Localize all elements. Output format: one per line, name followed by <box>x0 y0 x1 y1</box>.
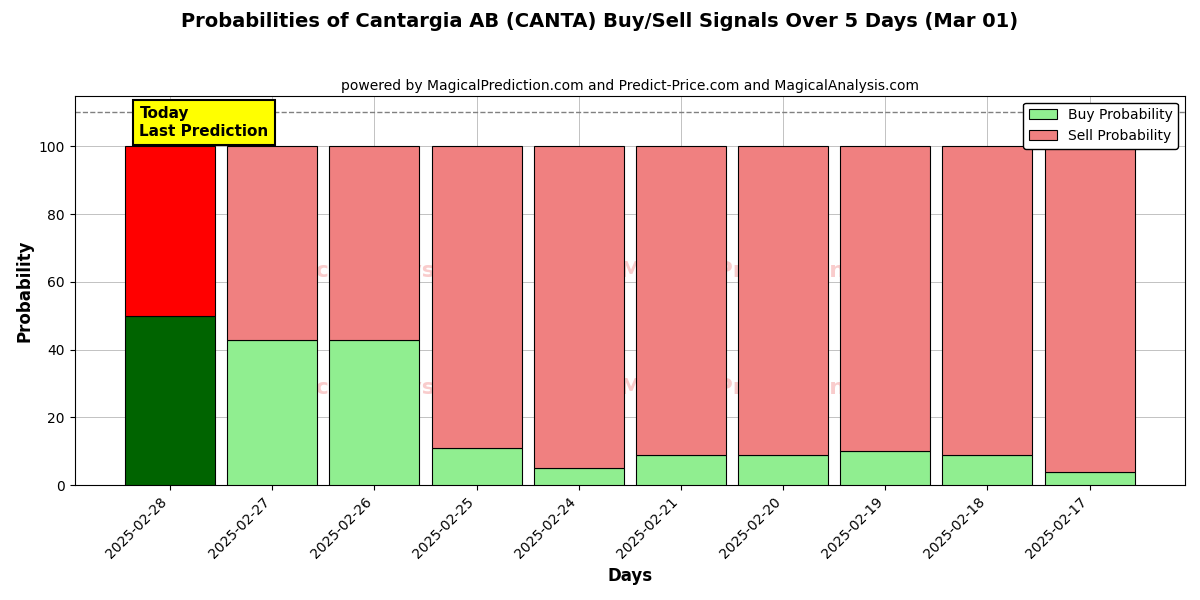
Bar <box>534 146 624 469</box>
Bar <box>942 455 1032 485</box>
Text: MagicalPrediction.com: MagicalPrediction.com <box>620 378 906 398</box>
Bar <box>227 340 317 485</box>
Bar <box>125 146 215 316</box>
Bar <box>227 146 317 340</box>
Text: MagicalAnalysis.com: MagicalAnalysis.com <box>254 378 516 398</box>
Bar <box>1045 472 1134 485</box>
Bar <box>330 340 419 485</box>
Bar <box>636 146 726 455</box>
Bar <box>636 455 726 485</box>
Bar <box>125 316 215 485</box>
Title: powered by MagicalPrediction.com and Predict-Price.com and MagicalAnalysis.com: powered by MagicalPrediction.com and Pre… <box>341 79 919 93</box>
Bar <box>1045 146 1134 472</box>
Text: Today
Last Prediction: Today Last Prediction <box>139 106 269 139</box>
Text: MagicalPrediction.com: MagicalPrediction.com <box>620 261 906 281</box>
Text: Probabilities of Cantargia AB (CANTA) Buy/Sell Signals Over 5 Days (Mar 01): Probabilities of Cantargia AB (CANTA) Bu… <box>181 12 1019 31</box>
Y-axis label: Probability: Probability <box>16 239 34 341</box>
X-axis label: Days: Days <box>607 567 653 585</box>
Legend: Buy Probability, Sell Probability: Buy Probability, Sell Probability <box>1024 103 1178 149</box>
Bar <box>840 451 930 485</box>
Bar <box>432 146 522 448</box>
Bar <box>942 146 1032 455</box>
Bar <box>534 469 624 485</box>
Bar <box>840 146 930 451</box>
Bar <box>330 146 419 340</box>
Bar <box>738 146 828 455</box>
Bar <box>432 448 522 485</box>
Text: MagicalAnalysis.com: MagicalAnalysis.com <box>254 261 516 281</box>
Bar <box>738 455 828 485</box>
